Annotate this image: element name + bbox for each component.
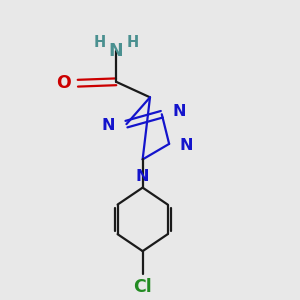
- Text: N: N: [179, 138, 193, 153]
- Text: N: N: [101, 118, 115, 133]
- Text: Cl: Cl: [133, 278, 152, 296]
- Text: H: H: [94, 35, 106, 50]
- Text: N: N: [109, 42, 124, 60]
- Text: N: N: [172, 104, 186, 119]
- Text: N: N: [136, 169, 149, 184]
- Text: H: H: [126, 35, 139, 50]
- Text: O: O: [56, 74, 70, 92]
